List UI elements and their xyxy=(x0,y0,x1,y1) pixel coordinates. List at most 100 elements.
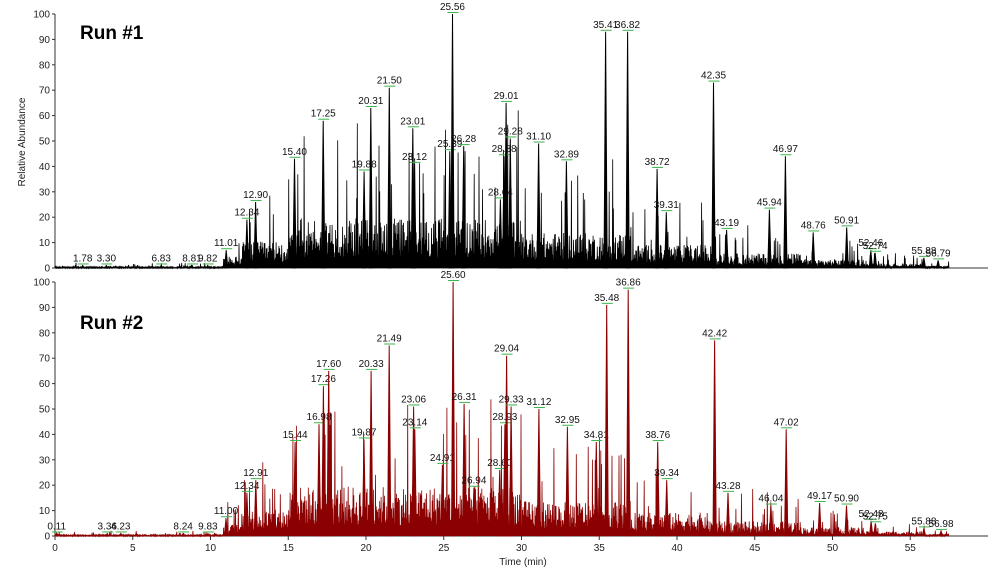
panel-run-2: Run #2 Time (min) 0102030405060708090100… xyxy=(33,270,988,568)
peak-label: 47.02 xyxy=(774,417,799,428)
peak xyxy=(412,429,417,537)
chart-title: Run #2 xyxy=(80,313,143,334)
peak xyxy=(604,304,609,537)
peak-label: 20.33 xyxy=(359,359,384,370)
peak xyxy=(935,260,941,269)
chart-title: Run #1 xyxy=(80,23,144,44)
peak-label: 19.88 xyxy=(352,159,377,170)
peak xyxy=(80,264,86,269)
peak-label: 29.04 xyxy=(494,344,519,355)
peak xyxy=(664,212,669,269)
peak-label: 8.81 xyxy=(182,253,202,264)
peak xyxy=(189,264,195,269)
y-tick-label: 30 xyxy=(39,187,51,198)
peak xyxy=(712,340,717,537)
peak xyxy=(223,518,229,537)
peak xyxy=(497,469,502,537)
peak-label: 39.31 xyxy=(654,200,679,211)
peak xyxy=(603,31,608,269)
peak-label: 31.10 xyxy=(526,132,551,143)
peak xyxy=(104,532,110,537)
peak-label: 23.12 xyxy=(402,152,427,163)
peak-label: 23.01 xyxy=(400,116,425,127)
y-tick-label: 40 xyxy=(39,430,51,441)
peak-label: 46.97 xyxy=(773,144,798,155)
peak-label: 3.36 xyxy=(98,521,118,532)
peak xyxy=(508,406,514,537)
x-tick-label: 15 xyxy=(283,543,295,554)
peak-label: 15.40 xyxy=(282,147,307,158)
x-tick-label: 35 xyxy=(594,543,606,554)
y-tick-label: 70 xyxy=(39,86,51,97)
y-tick-label: 10 xyxy=(39,238,51,249)
peak-label: 25.60 xyxy=(441,270,466,281)
peak xyxy=(767,209,772,269)
peak xyxy=(768,505,774,537)
peak xyxy=(387,87,392,269)
peak-label: 16.98 xyxy=(307,412,332,423)
peak xyxy=(461,146,466,269)
peak-label: 50.91 xyxy=(834,215,859,226)
peak xyxy=(253,480,258,537)
peak-label: 35.41 xyxy=(593,20,618,31)
peak xyxy=(412,163,417,269)
peak-label: 26.94 xyxy=(461,476,486,487)
peak-label: 55.88 xyxy=(911,246,936,257)
peak-label: 12.90 xyxy=(243,190,268,201)
peak-label: 25.56 xyxy=(440,2,465,13)
peak-label: 56.79 xyxy=(926,248,951,259)
peak xyxy=(868,520,874,537)
peak xyxy=(292,441,298,537)
peak-label: 6.83 xyxy=(151,253,171,264)
y-tick-label: 40 xyxy=(39,162,51,173)
x-tick-label: 40 xyxy=(671,543,683,554)
peak-label: 23.06 xyxy=(401,394,426,405)
peak-label: 21.50 xyxy=(377,76,402,87)
peak-label: 45.94 xyxy=(757,198,782,209)
peak xyxy=(783,156,788,269)
x-tick-label: 55 xyxy=(905,543,917,554)
peak xyxy=(508,138,513,269)
peak-label: 26.28 xyxy=(451,134,476,145)
peak xyxy=(440,464,445,537)
peak xyxy=(180,532,186,537)
peak-label: 38.76 xyxy=(645,430,670,441)
peak-label: 24.91 xyxy=(430,453,455,464)
peak xyxy=(461,403,467,537)
peak xyxy=(321,120,326,269)
peak xyxy=(253,201,258,269)
peak-label: 0.11 xyxy=(47,521,66,532)
peak xyxy=(503,102,509,269)
peak xyxy=(536,408,542,537)
y-tick-label: 90 xyxy=(39,303,51,314)
peak xyxy=(504,355,509,537)
peak xyxy=(725,492,731,537)
peak xyxy=(361,439,367,537)
peak xyxy=(664,480,669,537)
peak-label: 31.12 xyxy=(526,397,551,408)
y-tick-label: 90 xyxy=(39,35,51,46)
peak-label: 32.89 xyxy=(554,149,579,160)
peak-label: 56.98 xyxy=(929,519,954,530)
x-tick-label: 10 xyxy=(205,543,217,554)
peak xyxy=(316,424,322,537)
panel-run-1: Relative Abundance Run #1 0 10 20 30 40 50 60 7… xyxy=(17,2,988,275)
peak xyxy=(498,199,503,269)
x-tick-label: 20 xyxy=(360,543,372,554)
peak xyxy=(811,232,816,269)
peak-label: 43.19 xyxy=(714,218,739,229)
peak-label: 49.17 xyxy=(807,491,832,502)
peak-label: 26.31 xyxy=(452,392,477,403)
y-tick-label: 50 xyxy=(39,137,51,148)
peak xyxy=(625,31,630,269)
peak xyxy=(450,13,455,269)
peak xyxy=(564,161,569,269)
peak-label: 12.34 xyxy=(234,208,259,219)
peak xyxy=(158,264,164,269)
peak-label: 3.30 xyxy=(97,253,117,264)
peak xyxy=(244,492,250,537)
peak-label: 28.93 xyxy=(492,412,517,423)
peak-label: 9.83 xyxy=(198,521,218,532)
peak xyxy=(565,426,570,537)
y-tick-label: 60 xyxy=(39,111,51,122)
